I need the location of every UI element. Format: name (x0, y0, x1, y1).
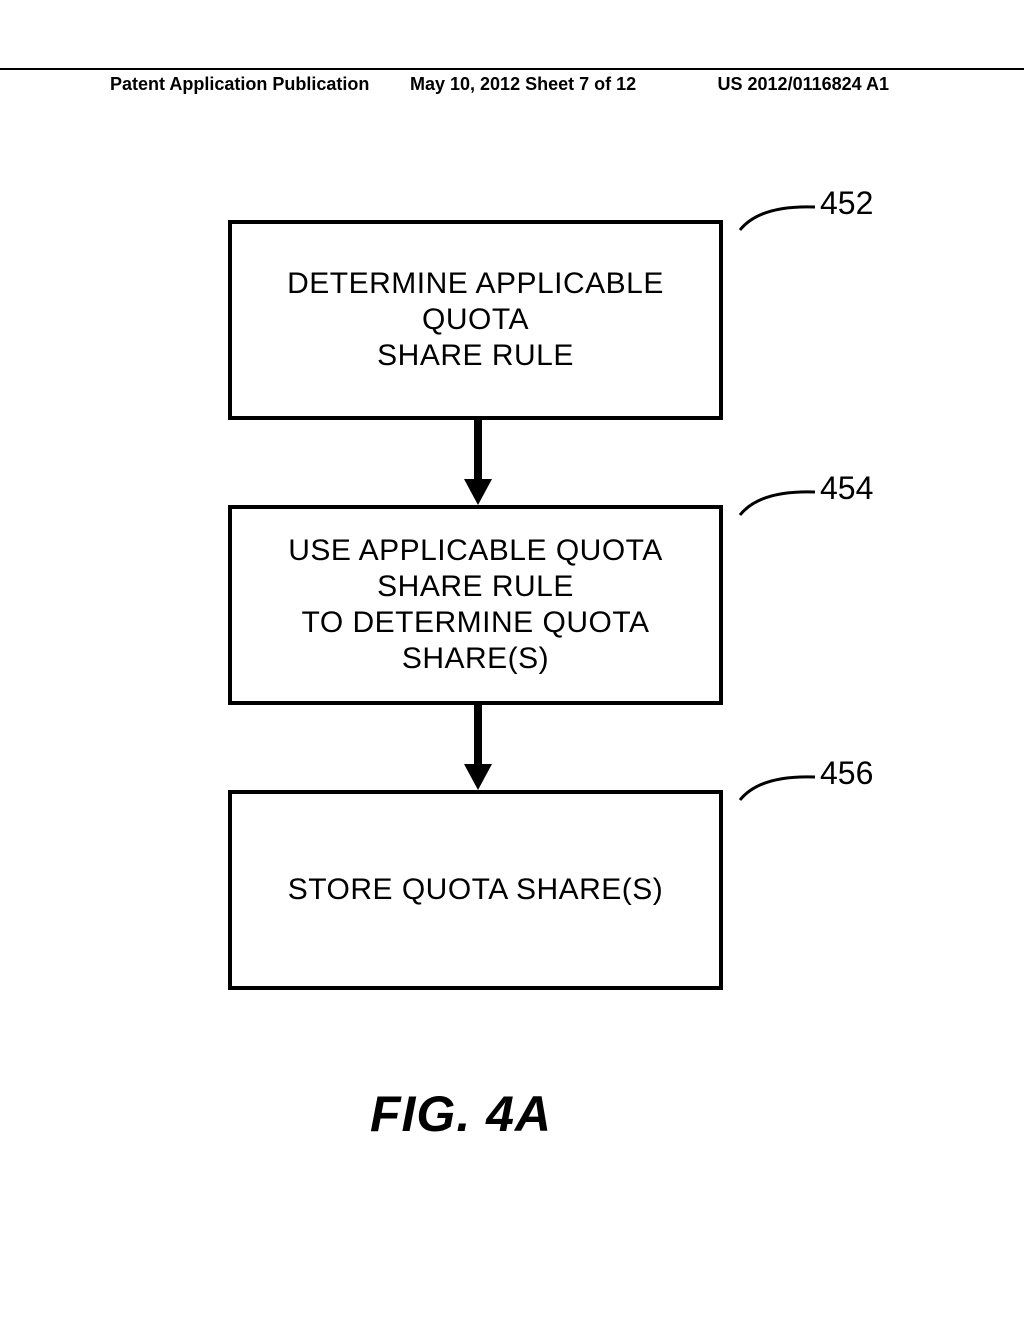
ref-leader-456 (730, 765, 830, 815)
arrow-head-n2-n3 (464, 764, 492, 790)
ref-label-456: 456 (820, 755, 873, 792)
header-center: May 10, 2012 Sheet 7 of 12 (410, 74, 636, 95)
arrow-head-n1-n2 (464, 479, 492, 505)
flow-box-452: DETERMINE APPLICABLE QUOTASHARE RULE (228, 220, 723, 420)
arrow-n1-n2 (474, 420, 482, 479)
ref-label-454: 454 (820, 470, 873, 507)
flow-box-454: USE APPLICABLE QUOTA SHARE RULETO DETERM… (228, 505, 723, 705)
ref-leader-452 (730, 195, 830, 245)
ref-label-452: 452 (820, 185, 873, 222)
patent-header: Patent Application Publication May 10, 2… (0, 68, 1024, 95)
arrow-n2-n3 (474, 705, 482, 764)
figure-caption: FIG. 4A (370, 1085, 552, 1143)
header-right: US 2012/0116824 A1 (718, 74, 889, 95)
header-left: Patent Application Publication (110, 74, 369, 95)
ref-leader-454 (730, 480, 830, 530)
flow-box-456: STORE QUOTA SHARE(S) (228, 790, 723, 990)
